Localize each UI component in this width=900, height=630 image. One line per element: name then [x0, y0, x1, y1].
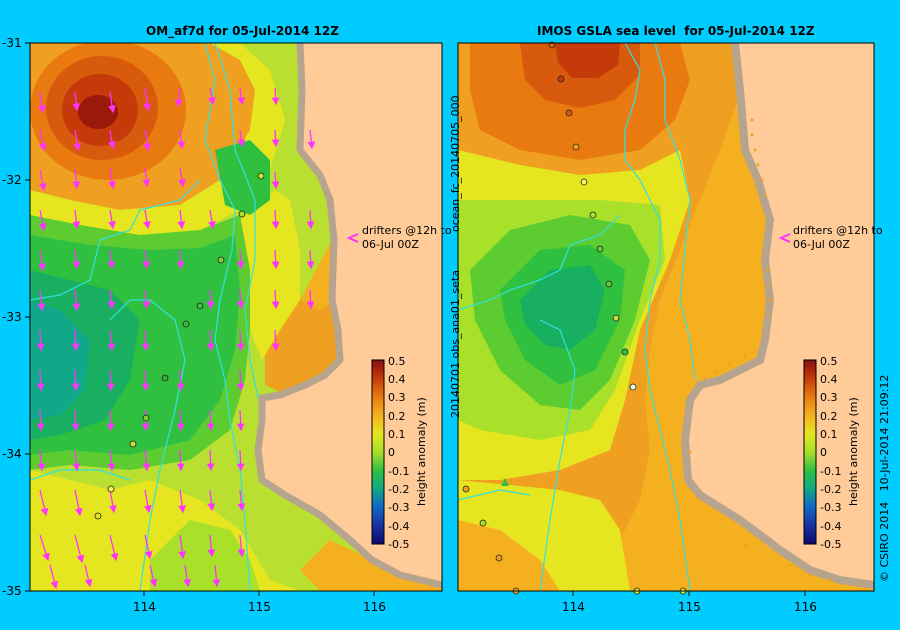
colorbar-tick: -0.2 — [820, 483, 842, 496]
colorbar-tick: 0.1 — [388, 428, 406, 441]
colorbar-tick: -0.5 — [388, 538, 410, 551]
x-tick-label: 115 — [678, 600, 701, 614]
right-triangle-marker — [501, 478, 509, 486]
right-colorbar — [803, 359, 817, 545]
left-drifters-note: drifters @12h to 06-Jul 00Z — [362, 224, 452, 251]
colorbar-tick: -0.1 — [388, 465, 410, 478]
y-tick-label: -31 — [2, 36, 22, 50]
right-pointer-arrow — [778, 233, 791, 243]
run-label-top: ocean_fc_20140705_000 — [449, 95, 462, 232]
colorbar-tick: 0.3 — [388, 391, 406, 404]
y-tick-label: -32 — [2, 173, 22, 187]
x-tick-label: 114 — [133, 600, 156, 614]
right-map — [458, 43, 874, 591]
right-drifters-note: drifters @12h to 06-Jul 00Z — [793, 224, 883, 251]
left-drifter-arrows — [36, 87, 316, 590]
axis-ticks — [25, 42, 806, 596]
right-colorbar-label: height anomaly (m) — [847, 397, 860, 506]
colorbar-tick: -0.2 — [388, 483, 410, 496]
y-tick-label: -34 — [2, 447, 22, 461]
colorbar-tick: 0.2 — [388, 410, 406, 423]
left-drifter-positions — [94, 172, 265, 520]
right-panel-title: IMOS GSLA sea level for 05-Jul-2014 12Z — [537, 24, 815, 38]
colorbar-tick: 0.1 — [820, 428, 838, 441]
colorbar-tick: 0.4 — [388, 373, 406, 386]
left-panel-title: OM_af7d for 05-Jul-2014 12Z — [146, 24, 339, 38]
colorbar-tick: -0.1 — [820, 465, 842, 478]
left-colorbar — [371, 359, 385, 545]
colorbar-tick: 0.3 — [820, 391, 838, 404]
colorbar-tick: 0.2 — [820, 410, 838, 423]
y-tick-label: -35 — [2, 584, 22, 598]
colorbar-tick: 0.5 — [820, 355, 838, 368]
left-colorbar-label: height anomaly (m) — [415, 397, 428, 506]
colorbar-tick: -0.3 — [388, 501, 410, 514]
colorbar-tick: -0.5 — [820, 538, 842, 551]
colorbar-tick: -0.4 — [820, 520, 842, 533]
colorbar-tick: 0.4 — [820, 373, 838, 386]
right-frame — [457, 42, 875, 592]
x-tick-label: 114 — [562, 600, 585, 614]
x-tick-label: 116 — [363, 600, 386, 614]
colorbar-tick: 0.5 — [388, 355, 406, 368]
run-label-bottom: 20140701 obs_ana01_seta — [449, 270, 462, 418]
left-pointer-arrow — [346, 233, 359, 243]
colorbar-tick: -0.4 — [388, 520, 410, 533]
credit-text: © CSIRO 2014 10-Jul-2014 21:09:12 — [878, 374, 891, 582]
colorbar-tick: -0.3 — [820, 501, 842, 514]
colorbar-tick: 0 — [388, 446, 395, 459]
x-tick-label: 115 — [248, 600, 271, 614]
colorbar-tick: 0 — [820, 446, 827, 459]
x-tick-label: 116 — [794, 600, 817, 614]
right-coastal-dots — [688, 118, 832, 582]
y-tick-label: -33 — [2, 310, 22, 324]
